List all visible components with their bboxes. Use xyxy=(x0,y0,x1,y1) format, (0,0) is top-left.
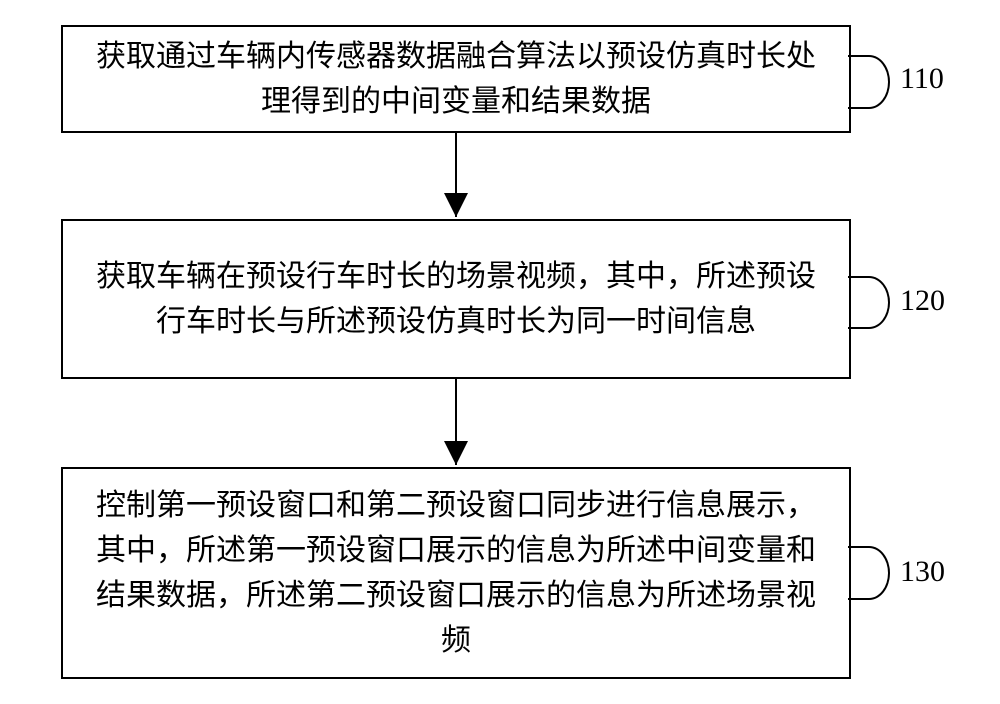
flow-node-3: 控制第一预设窗口和第二预设窗口同步进行信息展示，其中，所述第一预设窗口展示的信息… xyxy=(61,467,851,679)
flow-node-3-text: 控制第一预设窗口和第二预设窗口同步进行信息展示，其中，所述第一预设窗口展示的信息… xyxy=(93,483,819,663)
flowchart-canvas: 获取通过车辆内传感器数据融合算法以预设仿真时长处理得到的中间变量和结果数据 11… xyxy=(0,0,1000,704)
step-label-130: 130 xyxy=(900,555,945,589)
ref-arc-3 xyxy=(848,546,890,600)
